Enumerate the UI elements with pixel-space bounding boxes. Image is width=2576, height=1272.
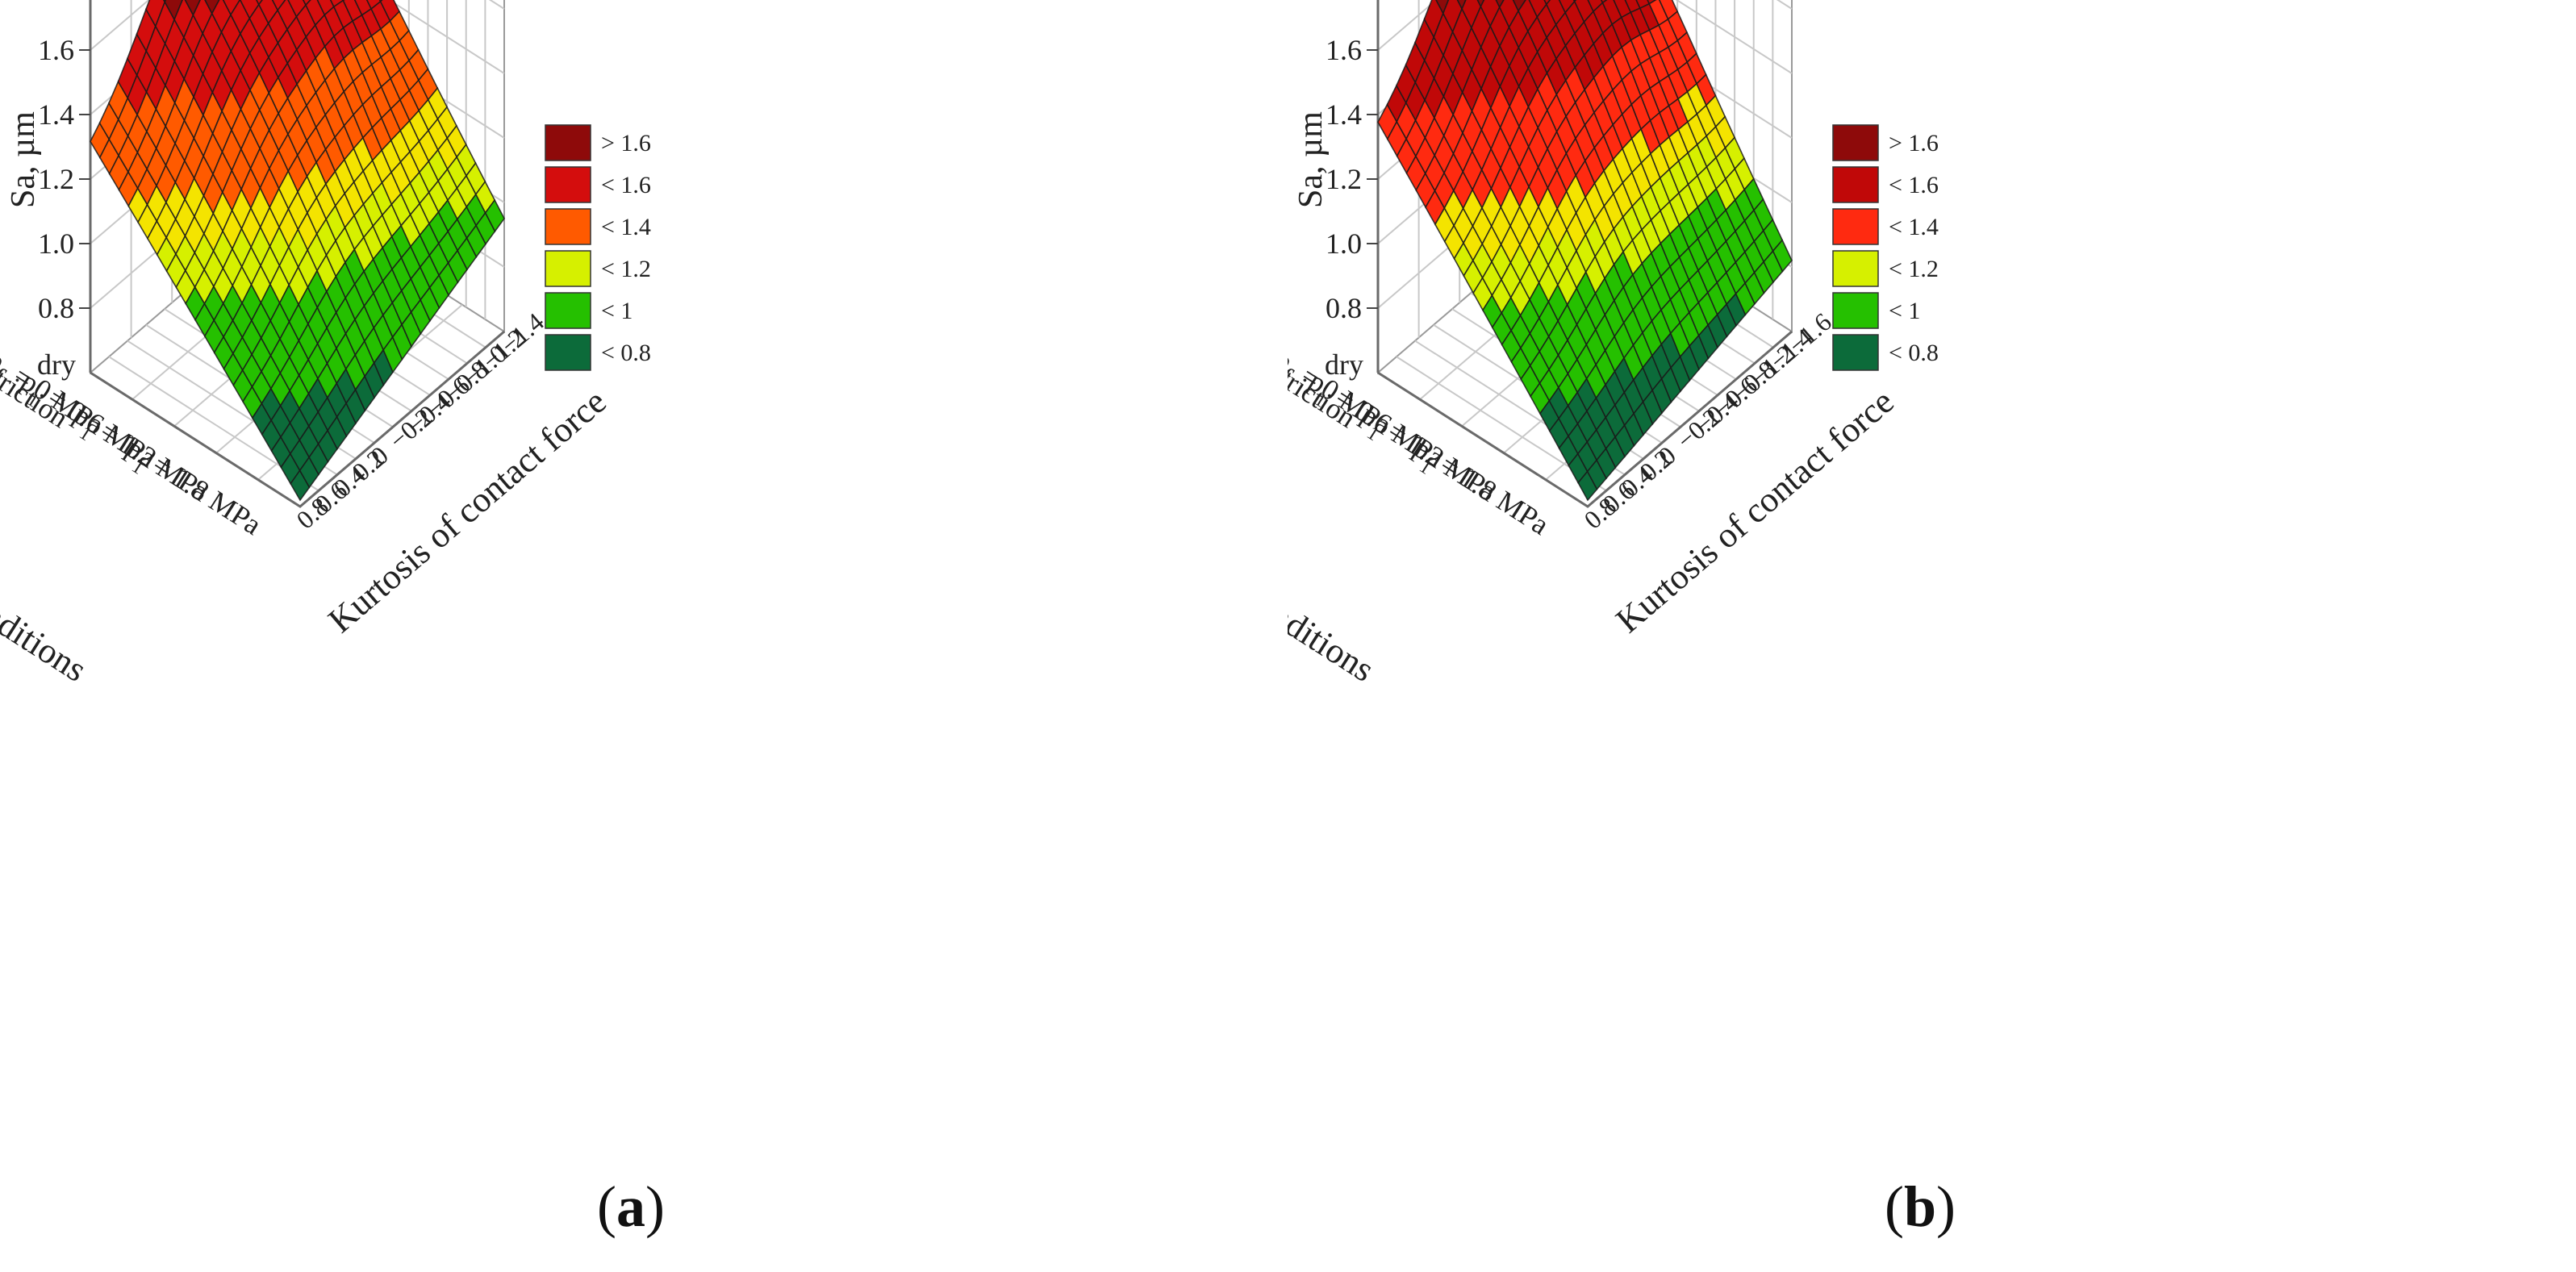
z-tick-label: 1.0 [1326,227,1362,260]
surface-cell [1772,239,1793,273]
surface-cell [204,0,220,15]
legend-label: < 1.2 [601,256,651,282]
z-axis: 1.8 1.6 1.4 1.2 1.0 0.8 Sa, µm [1292,0,1378,324]
z-tick-label: 1.8 [1326,0,1362,2]
y-tick-label: dry [1325,348,1363,381]
z-axis-label: Sa, µm [1292,111,1330,208]
surface-cell [271,0,286,12]
legend-swatch [545,124,591,161]
surface-cell [1456,0,1467,10]
legend-label: > 1.6 [1889,130,1939,156]
floor-axes [90,330,505,508]
legend-swatch [1832,250,1879,287]
legend-swatch [545,166,591,203]
legend: > 1.6 < 1.6 < 1.4 < 1.2 < 1 < 0.8 [1832,124,1939,371]
legend-swatch [545,334,591,371]
z-tick-label: 1.4 [38,98,74,131]
legend-label: < 1 [601,298,633,324]
legend-label: > 1.6 [601,130,651,156]
z-tick-label: 0.8 [1326,292,1362,324]
z-tick-label: 0.8 [38,292,74,324]
legend-label: < 1.6 [1889,172,1939,198]
z-tick-label: 1.6 [1326,34,1362,66]
legend-label: < 1.2 [1889,256,1939,282]
y-tick-label: p1 = 1.8 MPa [1403,432,1555,548]
legend-label: < 1 [1889,298,1920,324]
surface-cell [1476,0,1485,8]
z-tick-label: 1.6 [38,34,74,66]
z-axis-label: Sa, µm [5,111,42,208]
legend-swatch [545,292,591,329]
legend-label: < 0.8 [1889,340,1939,366]
z-tick-label: 1.8 [38,0,74,2]
y-tick-label: dry [37,348,76,381]
legend: > 1.6 < 1.6 < 1.4 < 1.2 < 1 < 0.8 [545,124,651,371]
legend-label: < 1.6 [601,172,651,198]
floor-axes [1377,330,1793,508]
z-tick-label: 1.2 [38,163,74,195]
surface [90,0,505,502]
x-axis-label: Kurtosis of contact force [321,382,614,640]
z-tick-label: 1.2 [1326,163,1362,195]
legend-swatch [1832,292,1879,329]
legend-swatch [545,250,591,287]
y-axis-label: Friction conditions [1288,511,1381,690]
surface-cell [484,198,505,233]
surface-cell [184,0,201,17]
surface-cell [164,0,183,22]
z-tick-label: 1.0 [38,227,74,260]
panel-label-a: (a) [597,1174,665,1239]
legend-label: < 1.4 [601,214,651,240]
z-axis: 1.8 1.6 1.4 1.2 1.0 0.8 Sa, µm [5,0,90,324]
legend-swatch [1832,208,1879,245]
y-axis-label: Friction conditions [0,511,94,690]
surface-cell [222,0,241,16]
legend-swatch [1832,334,1879,371]
legend-swatch [1832,124,1879,161]
surface-cell [1495,0,1505,9]
y-tick-label: p1 = 1.8 MPa [115,432,267,548]
surface-cell [1512,0,1526,13]
legend-label: < 1.4 [1889,214,1939,240]
surface-cell [1435,0,1450,15]
legend-swatch [545,208,591,245]
legend-swatch [1832,166,1879,203]
surface [1377,0,1793,502]
z-tick-label: 1.4 [1326,98,1362,131]
legend-label: < 0.8 [601,340,651,366]
panel-label-b: (b) [1885,1174,1956,1239]
